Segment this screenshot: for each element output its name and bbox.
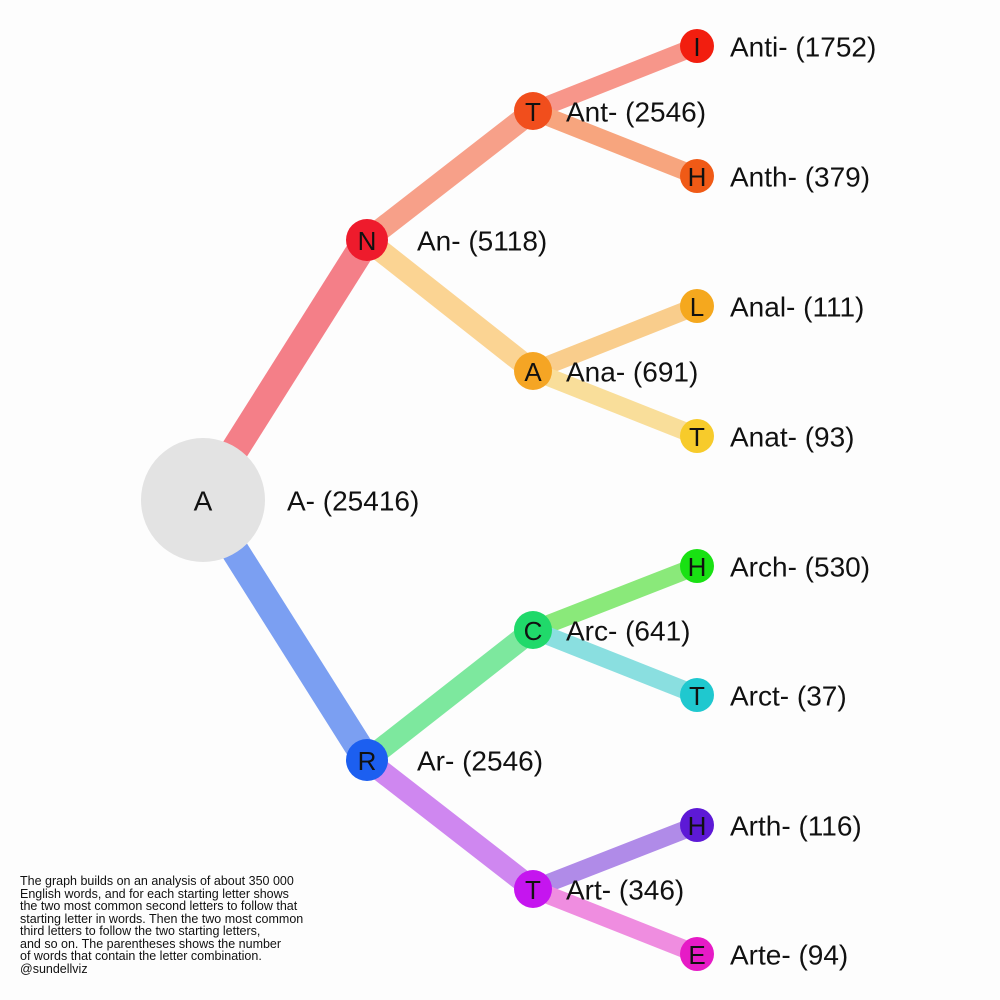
level1-node-label: An- (5118) <box>417 226 547 257</box>
level3-node-circle <box>680 678 714 712</box>
branch-edge <box>360 231 540 380</box>
nodes-group: A A- (25416) N An- (5118) R Ar- (2546) T Ant- (… <box>141 29 876 971</box>
branch-edge <box>529 297 701 380</box>
footnote-line: The graph builds on an analysis of about… <box>20 874 294 888</box>
level3-node-circle <box>680 808 714 842</box>
level1-node-circle <box>346 219 388 261</box>
branch-edge <box>529 621 701 704</box>
level1-node-circle <box>346 739 388 781</box>
level2-node-label: Arc- (641) <box>566 616 690 647</box>
level2-node-label: Ana- (691) <box>566 357 698 388</box>
root-node-circle <box>141 438 265 562</box>
footnote: The graph builds on an analysis of about… <box>20 875 350 975</box>
level1-node-letter: R <box>358 746 377 776</box>
branch-edge <box>360 751 540 898</box>
level3-node-letter: T <box>689 422 705 452</box>
branch-edge <box>529 557 701 639</box>
level2-node-label: Art- (346) <box>566 875 684 906</box>
level3-node-letter: H <box>688 162 707 192</box>
branch-edge <box>360 621 540 769</box>
level2-node-letter: A <box>524 357 542 387</box>
level3-node-circle <box>680 549 714 583</box>
level3-node-circle <box>680 289 714 323</box>
level1-node-label: Ar- (2546) <box>417 746 543 777</box>
branch-edge <box>529 362 701 445</box>
root-node-letter: A <box>194 486 213 517</box>
level3-node-letter: L <box>690 292 704 322</box>
branch-edge <box>529 880 701 963</box>
level3-node-circle <box>680 419 714 453</box>
level3-node-circle <box>680 937 714 971</box>
footnote-line: English words, and for each starting let… <box>20 886 289 901</box>
level3-node-letter: E <box>688 940 705 970</box>
level3-node-letter: H <box>688 811 707 841</box>
branch-edge <box>360 102 540 249</box>
level3-node-label: Anti- (1752) <box>730 32 876 63</box>
level3-node-label: Anal- (111) <box>730 292 864 323</box>
footnote-line: the two most common second letters to fo… <box>20 899 298 913</box>
level3-node-circle <box>680 29 714 63</box>
level3-node-letter: I <box>693 32 700 62</box>
branch-edge <box>529 102 701 185</box>
level3-node-label: Arth- (116) <box>730 811 862 842</box>
root-node-label: A- (25416) <box>287 486 419 517</box>
level3-node-letter: H <box>688 552 707 582</box>
level2-node-circle <box>514 92 552 130</box>
level1-node-letter: N <box>358 226 377 256</box>
level3-node-label: Anat- (93) <box>730 422 855 453</box>
level3-node-label: Arch- (530) <box>730 552 870 583</box>
level2-node-letter: T <box>525 97 541 127</box>
level2-node-label: Ant- (2546) <box>566 97 706 128</box>
level3-node-label: Arct- (37) <box>730 681 847 712</box>
level2-node-circle <box>514 870 552 908</box>
footnote-line: third letters to follow the two starting… <box>20 924 261 938</box>
level3-node-letter: T <box>689 681 705 711</box>
level2-node-letter: C <box>524 616 543 646</box>
footnote-line: starting letter in words. Then the two m… <box>20 911 304 926</box>
level2-node-circle <box>514 611 552 649</box>
level3-node-circle <box>680 159 714 193</box>
level2-node-circle <box>514 352 552 390</box>
level3-node-label: Anth- (379) <box>730 162 870 193</box>
level2-node-letter: T <box>525 875 541 905</box>
footnote-credit: @sundellviz <box>20 961 88 976</box>
branch-edge <box>529 37 701 120</box>
footnote-line: of words that contain the letter combina… <box>20 949 262 963</box>
edges-group <box>191 37 701 963</box>
branch-edge <box>529 816 701 898</box>
footnote-line: and so on. The parentheses shows the num… <box>20 936 282 951</box>
level3-node-label: Arte- (94) <box>730 940 848 971</box>
